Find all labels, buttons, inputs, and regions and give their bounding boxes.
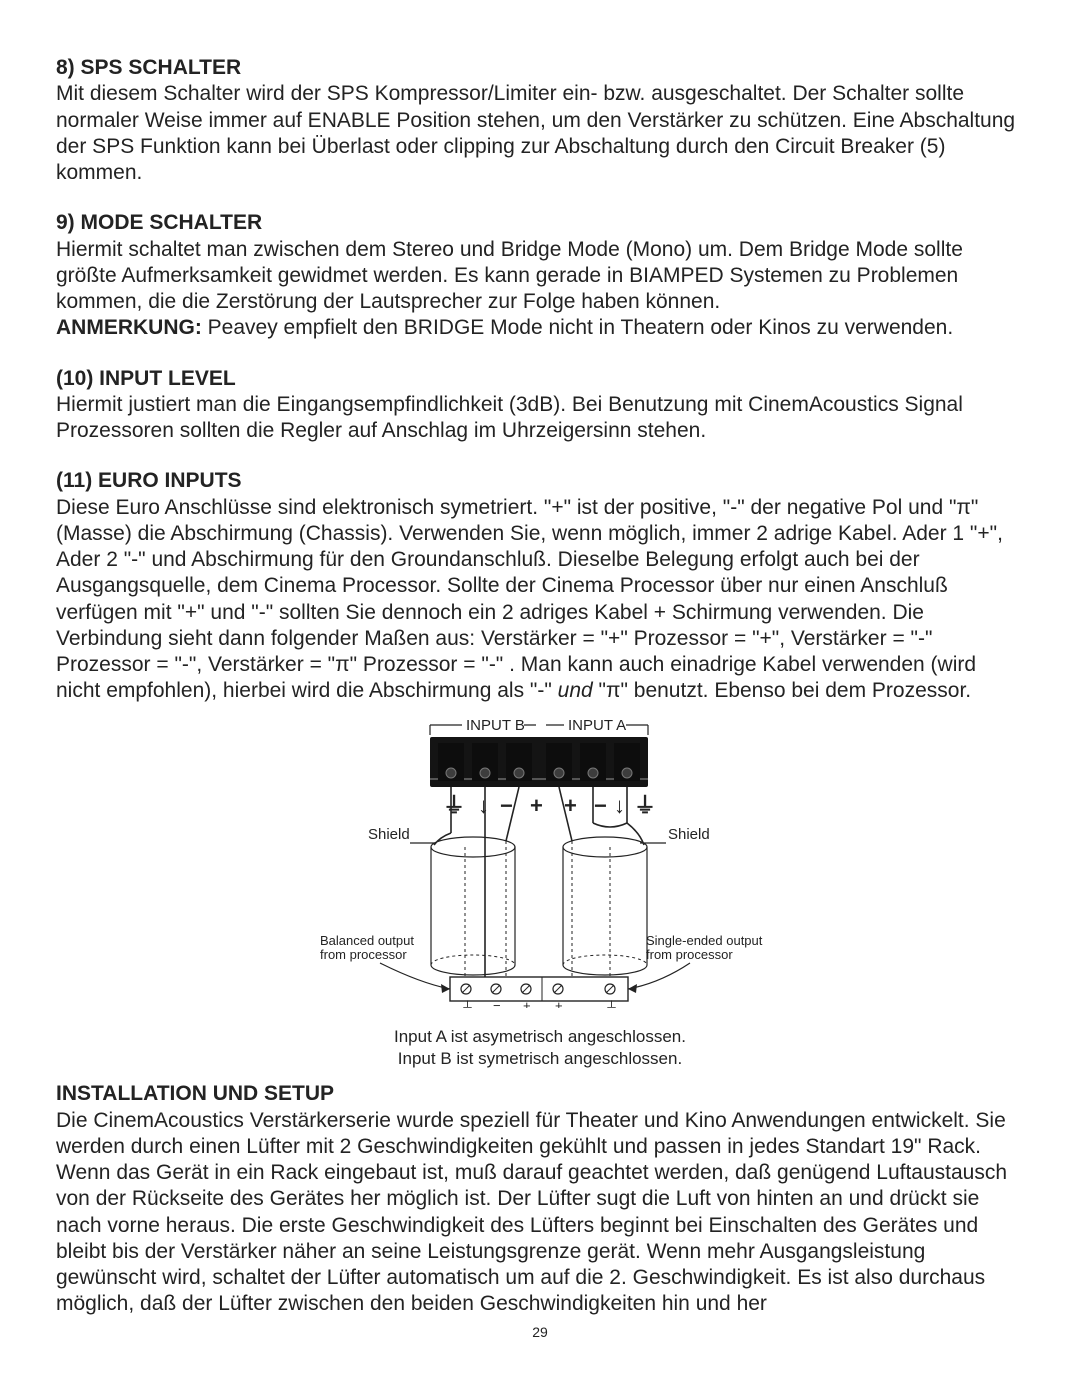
section-9: 9) MODE SCHALTER Hiermit schaltet man zw…: [56, 210, 1024, 341]
section-9-body: Hiermit schaltet man zwischen dem Stereo…: [56, 237, 1024, 316]
shield-left-label: Shield: [368, 826, 410, 843]
page-number: 29: [56, 1324, 1024, 1340]
note-label: ANMERKUNG:: [56, 316, 202, 339]
balanced-output-l1: Balanced output: [320, 933, 414, 948]
minus-icon: −: [500, 793, 513, 818]
single-ended-l1: Single-ended output: [646, 933, 763, 948]
single-ended-l2: from processor: [646, 947, 733, 962]
wiring-diagram-svg: INPUT B INPUT A: [310, 713, 770, 1008]
bottom-gnd-icon: ⏚: [461, 999, 474, 1008]
bottom-minus: −: [493, 998, 501, 1008]
wiring-figure: INPUT B INPUT A: [310, 713, 770, 1072]
minus-icon-2: −: [594, 793, 607, 818]
figure-caption: Input A ist asymetrisch angeschlossen. I…: [310, 1026, 770, 1072]
section-8-body: Mit diesem Schalter wird der SPS Kompres…: [56, 81, 1024, 186]
shield-right-label: Shield: [668, 826, 710, 843]
section-9-note: ANMERKUNG: Peavey empfielt den BRIDGE Mo…: [56, 315, 1024, 341]
install-body: Die CinemAcoustics Verstärkerserie wurde…: [56, 1108, 1024, 1318]
manual-page: 8) SPS SCHALTER Mit diesem Schalter wird…: [0, 0, 1080, 1397]
plus-icon: +: [530, 793, 543, 818]
gnd-left-icon: ⏚: [443, 793, 465, 818]
section-11-body-a: Diese Euro Anschlüsse sind elektronisch …: [56, 496, 1003, 703]
section-8-heading: 8) SPS SCHALTER: [56, 55, 1024, 81]
section-10-body: Hiermit justiert man die Eingangsempfind…: [56, 392, 1024, 445]
bottom-plus: +: [523, 998, 531, 1008]
section-11-heading: (11) EURO INPUTS: [56, 468, 1024, 494]
arrow-down-icon-2: ↓: [614, 793, 625, 818]
note-text: Peavey empfielt den BRIDGE Mode nicht in…: [202, 316, 953, 339]
section-8: 8) SPS SCHALTER Mit diesem Schalter wird…: [56, 55, 1024, 186]
section-install: INSTALLATION UND SETUP Die CinemAcoustic…: [56, 1081, 1024, 1317]
balanced-output-l2: from processor: [320, 947, 407, 962]
section-11-body: Diese Euro Anschlüsse sind elektronisch …: [56, 495, 1024, 705]
install-heading: INSTALLATION UND SETUP: [56, 1081, 1024, 1107]
bottom-plus-2: +: [555, 998, 563, 1008]
section-9-heading: 9) MODE SCHALTER: [56, 210, 1024, 236]
caption-line-1: Input A ist asymetrisch angeschlossen.: [310, 1026, 770, 1049]
bottom-gnd-icon-2: ⏚: [605, 999, 618, 1008]
section-11-body-b: und: [558, 679, 599, 702]
input-b-label: INPUT B: [466, 717, 525, 734]
wiring-figure-wrap: INPUT B INPUT A: [56, 713, 1024, 1072]
section-10: (10) INPUT LEVEL Hiermit justiert man di…: [56, 366, 1024, 445]
input-a-label: INPUT A: [568, 717, 626, 734]
section-11: (11) EURO INPUTS Diese Euro Anschlüsse s…: [56, 468, 1024, 704]
section-11-body-c: "π" benutzt. Ebenso bei dem Prozessor.: [599, 679, 972, 702]
caption-line-2: Input B ist symetrisch angeschlossen.: [310, 1048, 770, 1071]
section-10-heading: (10) INPUT LEVEL: [56, 366, 1024, 392]
arrow-down-icon: ↓: [478, 793, 489, 818]
gnd-right-icon: ⏚: [634, 793, 656, 818]
